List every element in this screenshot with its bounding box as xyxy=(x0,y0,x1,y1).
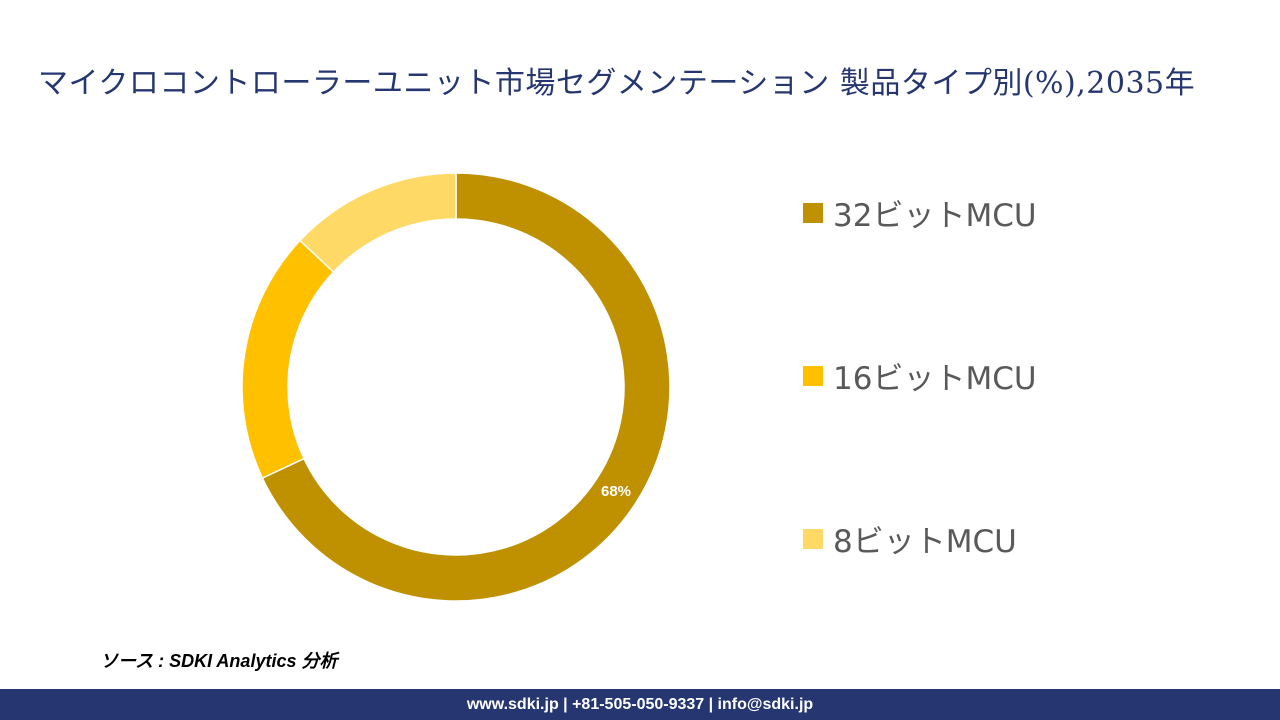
legend-label-16bit: 16ビットMCU xyxy=(833,361,1037,397)
donut-slices xyxy=(241,172,671,602)
chart-title: マイクロコントローラーユニット市場セグメンテーション 製品タイプ別(%),203… xyxy=(38,66,1196,101)
source-note: ソース : SDKI Analytics 分析 xyxy=(100,651,338,671)
data-label-32bit: 68% xyxy=(601,483,631,500)
legend-swatch-8bit xyxy=(803,528,823,549)
footer-contact: www.sdki.jp | +81-505-050-9337 | info@sd… xyxy=(466,695,814,713)
legend-item-16bit: 16ビットMCU xyxy=(803,353,1037,398)
footer-bar: www.sdki.jp | +81-505-050-9337 | info@sd… xyxy=(0,689,1280,720)
slice-16bit xyxy=(241,239,335,480)
slice-32bit xyxy=(261,172,671,602)
legend-swatch-32bit xyxy=(803,202,823,223)
slice-8bit xyxy=(298,172,457,274)
legend-item-32bit: 32ビットMCU xyxy=(803,190,1037,235)
legend-swatch-16bit xyxy=(803,365,823,386)
legend-item-8bit: 8ビットMCU xyxy=(803,516,1017,561)
legend-label-32bit: 32ビットMCU xyxy=(833,198,1037,234)
legend-label-8bit: 8ビットMCU xyxy=(833,524,1017,560)
